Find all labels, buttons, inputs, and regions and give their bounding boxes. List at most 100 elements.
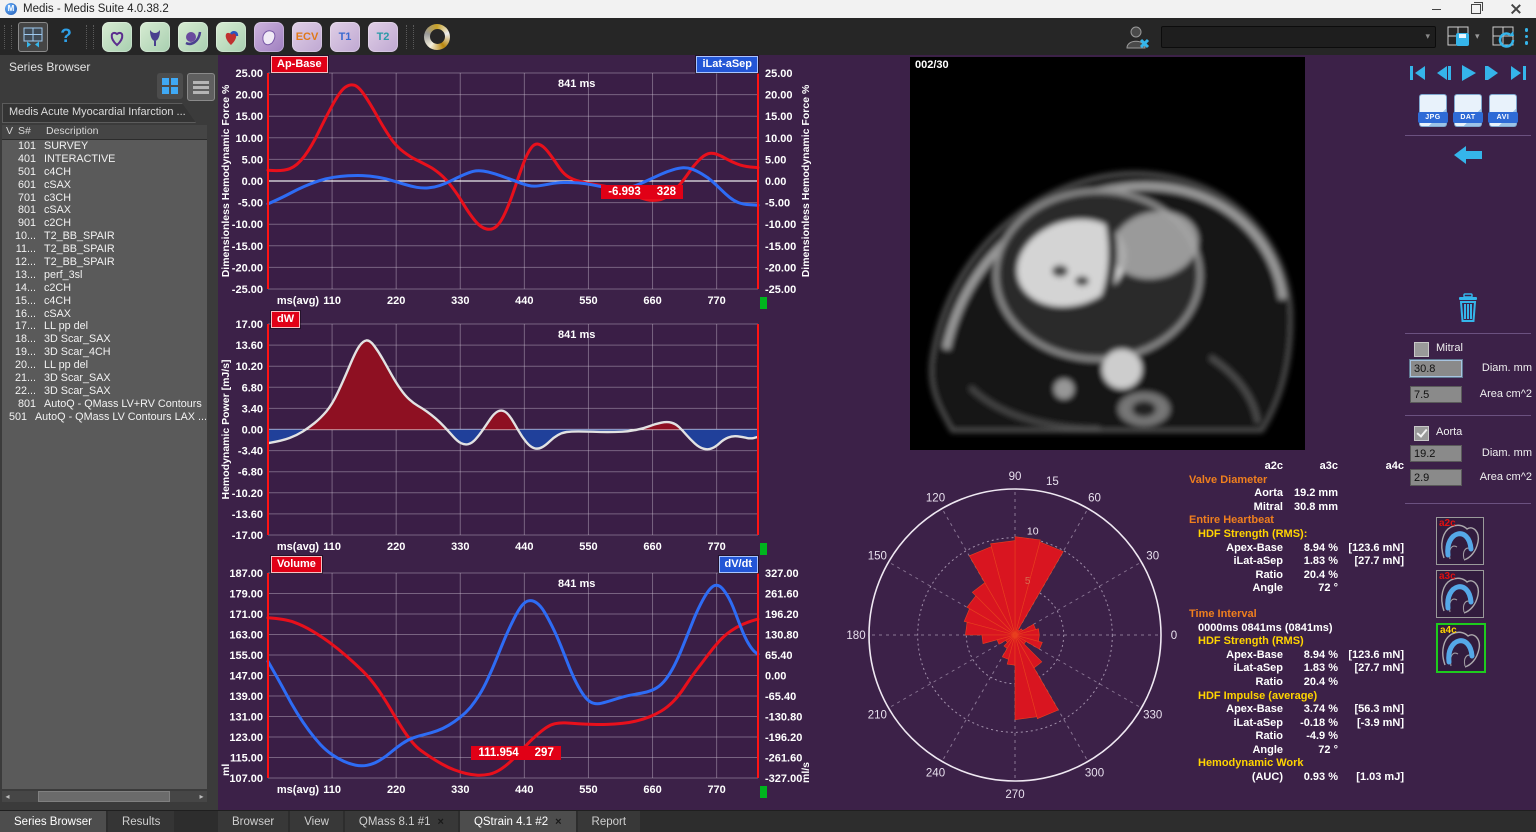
save-layout-caret-icon[interactable]: ▾ [1474, 31, 1480, 41]
minimize-button[interactable] [1416, 0, 1456, 18]
tab-close-icon[interactable]: × [555, 816, 562, 828]
series-row[interactable]: 601 cSAX [2, 179, 207, 192]
series-row[interactable]: 101 SURVEY [2, 140, 207, 153]
first-frame-button[interactable] [1408, 63, 1428, 83]
patient-tab[interactable]: Medis Acute Myocardial Infarction ... [2, 103, 196, 123]
prev-frame-button[interactable] [1433, 63, 1453, 83]
results-item-label: Aorta [1254, 487, 1283, 500]
chart-svg-hdf: 25.00 20.00 15.00 10.00 5.00 0.00 -5.00 -10.00 -… [220, 68, 812, 309]
thumbnail-a2c[interactable]: a2c [1436, 517, 1484, 565]
tab-results[interactable]: Results [107, 811, 175, 832]
series-row[interactable]: 14... c2CH [2, 282, 207, 295]
series-row[interactable]: 701 c3CH [2, 192, 207, 205]
col-a3c[interactable]: a3c [1319, 460, 1338, 472]
next-frame-button[interactable] [1483, 63, 1503, 83]
series-row[interactable]: 20... LL pp del [2, 359, 207, 372]
export-jpg-button[interactable]: JPG [1418, 95, 1448, 126]
polar-hdf-plot[interactable]: 0 30 60 90 120 150 180 210 240 270 300 330 5 10 15 [845, 458, 1185, 814]
more-options-icon[interactable] [1524, 28, 1528, 45]
reset-layout-icon[interactable] [1491, 25, 1517, 49]
scroll-right-icon[interactable]: ▸ [199, 792, 204, 801]
series-row[interactable]: 17... LL pp del [2, 320, 207, 333]
horizontal-scrollbar[interactable]: ◂ ▸ [2, 791, 207, 802]
tab-series-browser[interactable]: Series Browser [0, 811, 106, 832]
aorta-area-input[interactable] [1410, 469, 1462, 486]
chart-volume[interactable]: 187.00 179.00 171.00 163.00 155.00 147.00 139.… [218, 555, 818, 810]
series-description: T2_BB_SPAIR [44, 230, 115, 243]
thumbnail-a4c[interactable]: a4c [1436, 623, 1486, 673]
series-row[interactable]: 11... T2_BB_SPAIR [2, 243, 207, 256]
tab-qstrain-4-1-2[interactable]: QStrain 4.1 #2 × [459, 811, 576, 832]
ecv-icon[interactable]: ECV [292, 21, 322, 52]
layout-view-button[interactable] [18, 21, 48, 52]
mitral-diameter-input[interactable] [1410, 360, 1462, 377]
series-row[interactable]: 21... 3D Scar_SAX [2, 372, 207, 385]
series-row[interactable]: 16... cSAX [2, 308, 207, 321]
user-logout-icon[interactable] [1125, 25, 1151, 49]
series-row[interactable]: 401 INTERACTIVE [2, 153, 207, 166]
help-button[interactable]: ? [60, 25, 72, 47]
series-number: 401 [17, 152, 36, 165]
combo-caret-icon: ▾ [1425, 31, 1430, 41]
toolbar-grip[interactable] [406, 24, 414, 49]
series-row[interactable]: 12... T2_BB_SPAIR [2, 256, 207, 269]
series-row[interactable]: 19... 3D Scar_4CH [2, 346, 207, 359]
series-row[interactable]: 10... T2_BB_SPAIR [2, 230, 207, 243]
mri-viewport[interactable]: 002/30 [910, 57, 1305, 450]
svg-text:330: 330 [451, 784, 469, 796]
mitral-area-input[interactable] [1410, 386, 1462, 403]
chart-hdf[interactable]: 25.00 20.00 15.00 10.00 5.00 0.00 -5.00 -10.00 -… [218, 55, 818, 310]
last-frame-button[interactable] [1508, 63, 1528, 83]
series-row[interactable]: 901 c2CH [2, 217, 207, 230]
tab-report[interactable]: Report [577, 811, 641, 832]
col-a2c[interactable]: a2c [1264, 460, 1283, 472]
grid-view-button[interactable] [157, 73, 183, 99]
series-table-header[interactable]: V S# Description [2, 125, 207, 140]
mitral-checkbox[interactable] [1414, 342, 1429, 357]
aorta-diameter-input[interactable] [1410, 445, 1462, 462]
col-a4c[interactable]: a4c [1385, 460, 1404, 472]
tab-view[interactable]: View [290, 811, 343, 832]
context-combobox[interactable]: ▾ [1160, 25, 1436, 48]
series-row[interactable]: 501 c4CH [2, 166, 207, 179]
close-button[interactable] [1496, 0, 1536, 18]
export-dat-button[interactable]: DAT [1453, 95, 1483, 126]
export-avi-button[interactable]: AVI [1488, 95, 1518, 126]
series-row[interactable]: 15... c4CH [2, 295, 207, 308]
tab-qmass-8-1-1[interactable]: QMass 8.1 #1 × [344, 811, 458, 832]
save-layout-icon[interactable] [1446, 25, 1472, 49]
series-row[interactable]: 18... 3D Scar_SAX [2, 333, 207, 346]
tab-browser[interactable]: Browser [218, 811, 289, 832]
restore-button[interactable] [1456, 0, 1496, 18]
t2-icon[interactable]: T2 [368, 21, 398, 52]
play-button[interactable] [1458, 63, 1478, 83]
series-description: cSAX [44, 204, 72, 217]
toolbar-grip[interactable] [4, 24, 12, 49]
delete-button[interactable] [1400, 293, 1536, 323]
q4dflow-icon[interactable] [216, 21, 246, 52]
toolbar-grip[interactable] [86, 24, 94, 49]
qmass-icon[interactable] [102, 21, 132, 52]
t1-icon[interactable]: T1 [330, 21, 360, 52]
series-row[interactable]: 13... perf_3sl [2, 269, 207, 282]
series-row[interactable]: 501 AutoQ - QMass LV Contours LAX ... [2, 411, 207, 424]
scrollbar-thumb[interactable] [38, 791, 170, 802]
qstrain-icon[interactable] [178, 21, 208, 52]
series-row[interactable]: 801 cSAX [2, 204, 207, 217]
list-view-button[interactable] [187, 73, 215, 101]
aorta-checkbox[interactable] [1414, 426, 1429, 441]
thumbnail-a3c[interactable]: a3c [1436, 570, 1484, 618]
qflow-icon[interactable] [140, 21, 170, 52]
back-button[interactable] [1400, 145, 1536, 165]
qmap-icon[interactable] [254, 21, 284, 52]
series-number: 16... [14, 307, 36, 320]
tab-close-icon[interactable]: × [437, 816, 444, 828]
svg-text:ml: ml [220, 764, 232, 776]
scroll-left-icon[interactable]: ◂ [5, 792, 10, 801]
chart-power[interactable]: 17.00 13.60 10.20 6.80 3.40 0.00 -3.40 -6.80 -10… [218, 310, 818, 555]
series-description: c4CH [44, 165, 71, 178]
chart-label-dw: dW [271, 311, 301, 328]
series-row[interactable]: 801 AutoQ - QMass LV+RV Contours [2, 398, 207, 411]
series-row[interactable]: 22... 3D Scar_SAX [2, 385, 207, 398]
results-section-header: Hemodynamic Work [1198, 757, 1304, 770]
